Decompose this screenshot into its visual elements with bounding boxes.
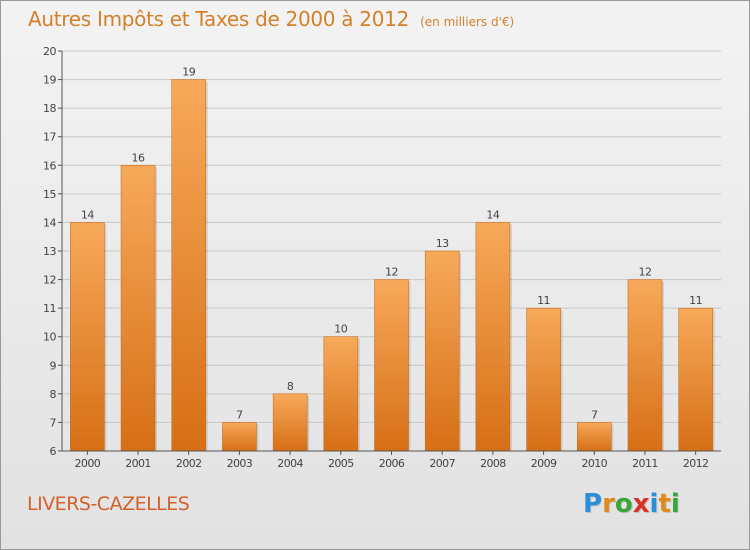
- y-tick-label: 7: [50, 416, 57, 429]
- x-tick-label: 2012: [683, 457, 709, 470]
- logo-letter: t: [658, 489, 671, 519]
- bars: [70, 79, 715, 452]
- x-tick-label: 2005: [328, 457, 354, 470]
- x-tick-label: 2004: [277, 457, 303, 470]
- bar: [475, 222, 511, 452]
- chart-title: Autres Impôts et Taxes de 2000 à 2012: [28, 7, 409, 31]
- proxiti-logo: Proxiti: [583, 489, 680, 519]
- y-tick-label: 20: [43, 45, 56, 58]
- bar-value-label: 11: [537, 294, 550, 307]
- y-tick-label: 8: [50, 388, 57, 401]
- x-tick-label: 2001: [125, 457, 151, 470]
- x-tick-label: 2000: [75, 457, 101, 470]
- y-tick-label: 13: [43, 245, 56, 258]
- logo-letter: x: [632, 489, 650, 519]
- y-tick-label: 15: [43, 188, 56, 201]
- logo-letter: P: [583, 489, 603, 519]
- title-row: Autres Impôts et Taxes de 2000 à 2012 (e…: [28, 7, 514, 31]
- bar-value-label: 8: [287, 380, 294, 393]
- bar: [526, 307, 561, 452]
- bar-value-label: 12: [638, 266, 651, 279]
- bar: [323, 336, 359, 452]
- bar-value-label: 14: [81, 208, 94, 221]
- logo-letter: i: [670, 489, 680, 519]
- axes: 6 7 8 9 10 11 12 13 14 15 16 17 18 19 20 2000 2001 2002 20…: [43, 45, 721, 470]
- y-tick-label: 12: [43, 274, 56, 287]
- bar: [374, 279, 409, 452]
- x-tick-label: 2008: [480, 457, 506, 470]
- y-tick-label: 11: [43, 302, 56, 315]
- bar: [70, 222, 105, 452]
- logo-letter: r: [602, 489, 615, 519]
- bar: [678, 307, 713, 452]
- y-tick-label: 10: [43, 331, 56, 344]
- chart-subtitle: (en milliers d'€): [420, 15, 515, 29]
- bar: [120, 165, 156, 452]
- x-tick-label: 2003: [227, 457, 253, 470]
- x-tick-label: 2011: [632, 457, 658, 470]
- bar-value-label: 7: [591, 408, 598, 421]
- bar-value-label: 7: [236, 408, 243, 421]
- x-tick-label: 2009: [531, 457, 557, 470]
- data-labels: 14 16 19 7 8 10 12 13 14 11 7 12 11: [81, 66, 703, 422]
- bar-value-label: 13: [436, 237, 449, 250]
- x-tick-label: 2006: [379, 457, 405, 470]
- place-name: LIVERS-CAZELLES: [27, 493, 190, 515]
- bar: [627, 279, 663, 452]
- logo-letter: o: [614, 489, 633, 519]
- y-tick-label: 16: [43, 159, 56, 172]
- bar: [171, 79, 206, 452]
- bar-value-label: 11: [689, 294, 702, 307]
- bar: [424, 250, 460, 452]
- bar-value-label: 16: [132, 151, 145, 164]
- y-tick-label: 18: [43, 102, 56, 115]
- logo-letter: i: [649, 489, 659, 519]
- bar: [577, 422, 612, 452]
- x-tick-label: 2007: [429, 457, 455, 470]
- y-tick-label: 6: [50, 445, 57, 458]
- bar-value-label: 10: [334, 323, 347, 336]
- y-tick-label: 14: [43, 216, 56, 229]
- bar: [272, 393, 308, 452]
- y-tick-label: 9: [50, 359, 57, 372]
- bar: [222, 422, 257, 452]
- bar-value-label: 14: [486, 208, 499, 221]
- x-tick-label: 2010: [581, 457, 607, 470]
- x-tick-label: 2002: [176, 457, 202, 470]
- bar-value-label: 19: [182, 66, 195, 79]
- y-tick-label: 17: [43, 131, 56, 144]
- y-tick-label: 19: [43, 74, 56, 87]
- bar-value-label: 12: [385, 266, 398, 279]
